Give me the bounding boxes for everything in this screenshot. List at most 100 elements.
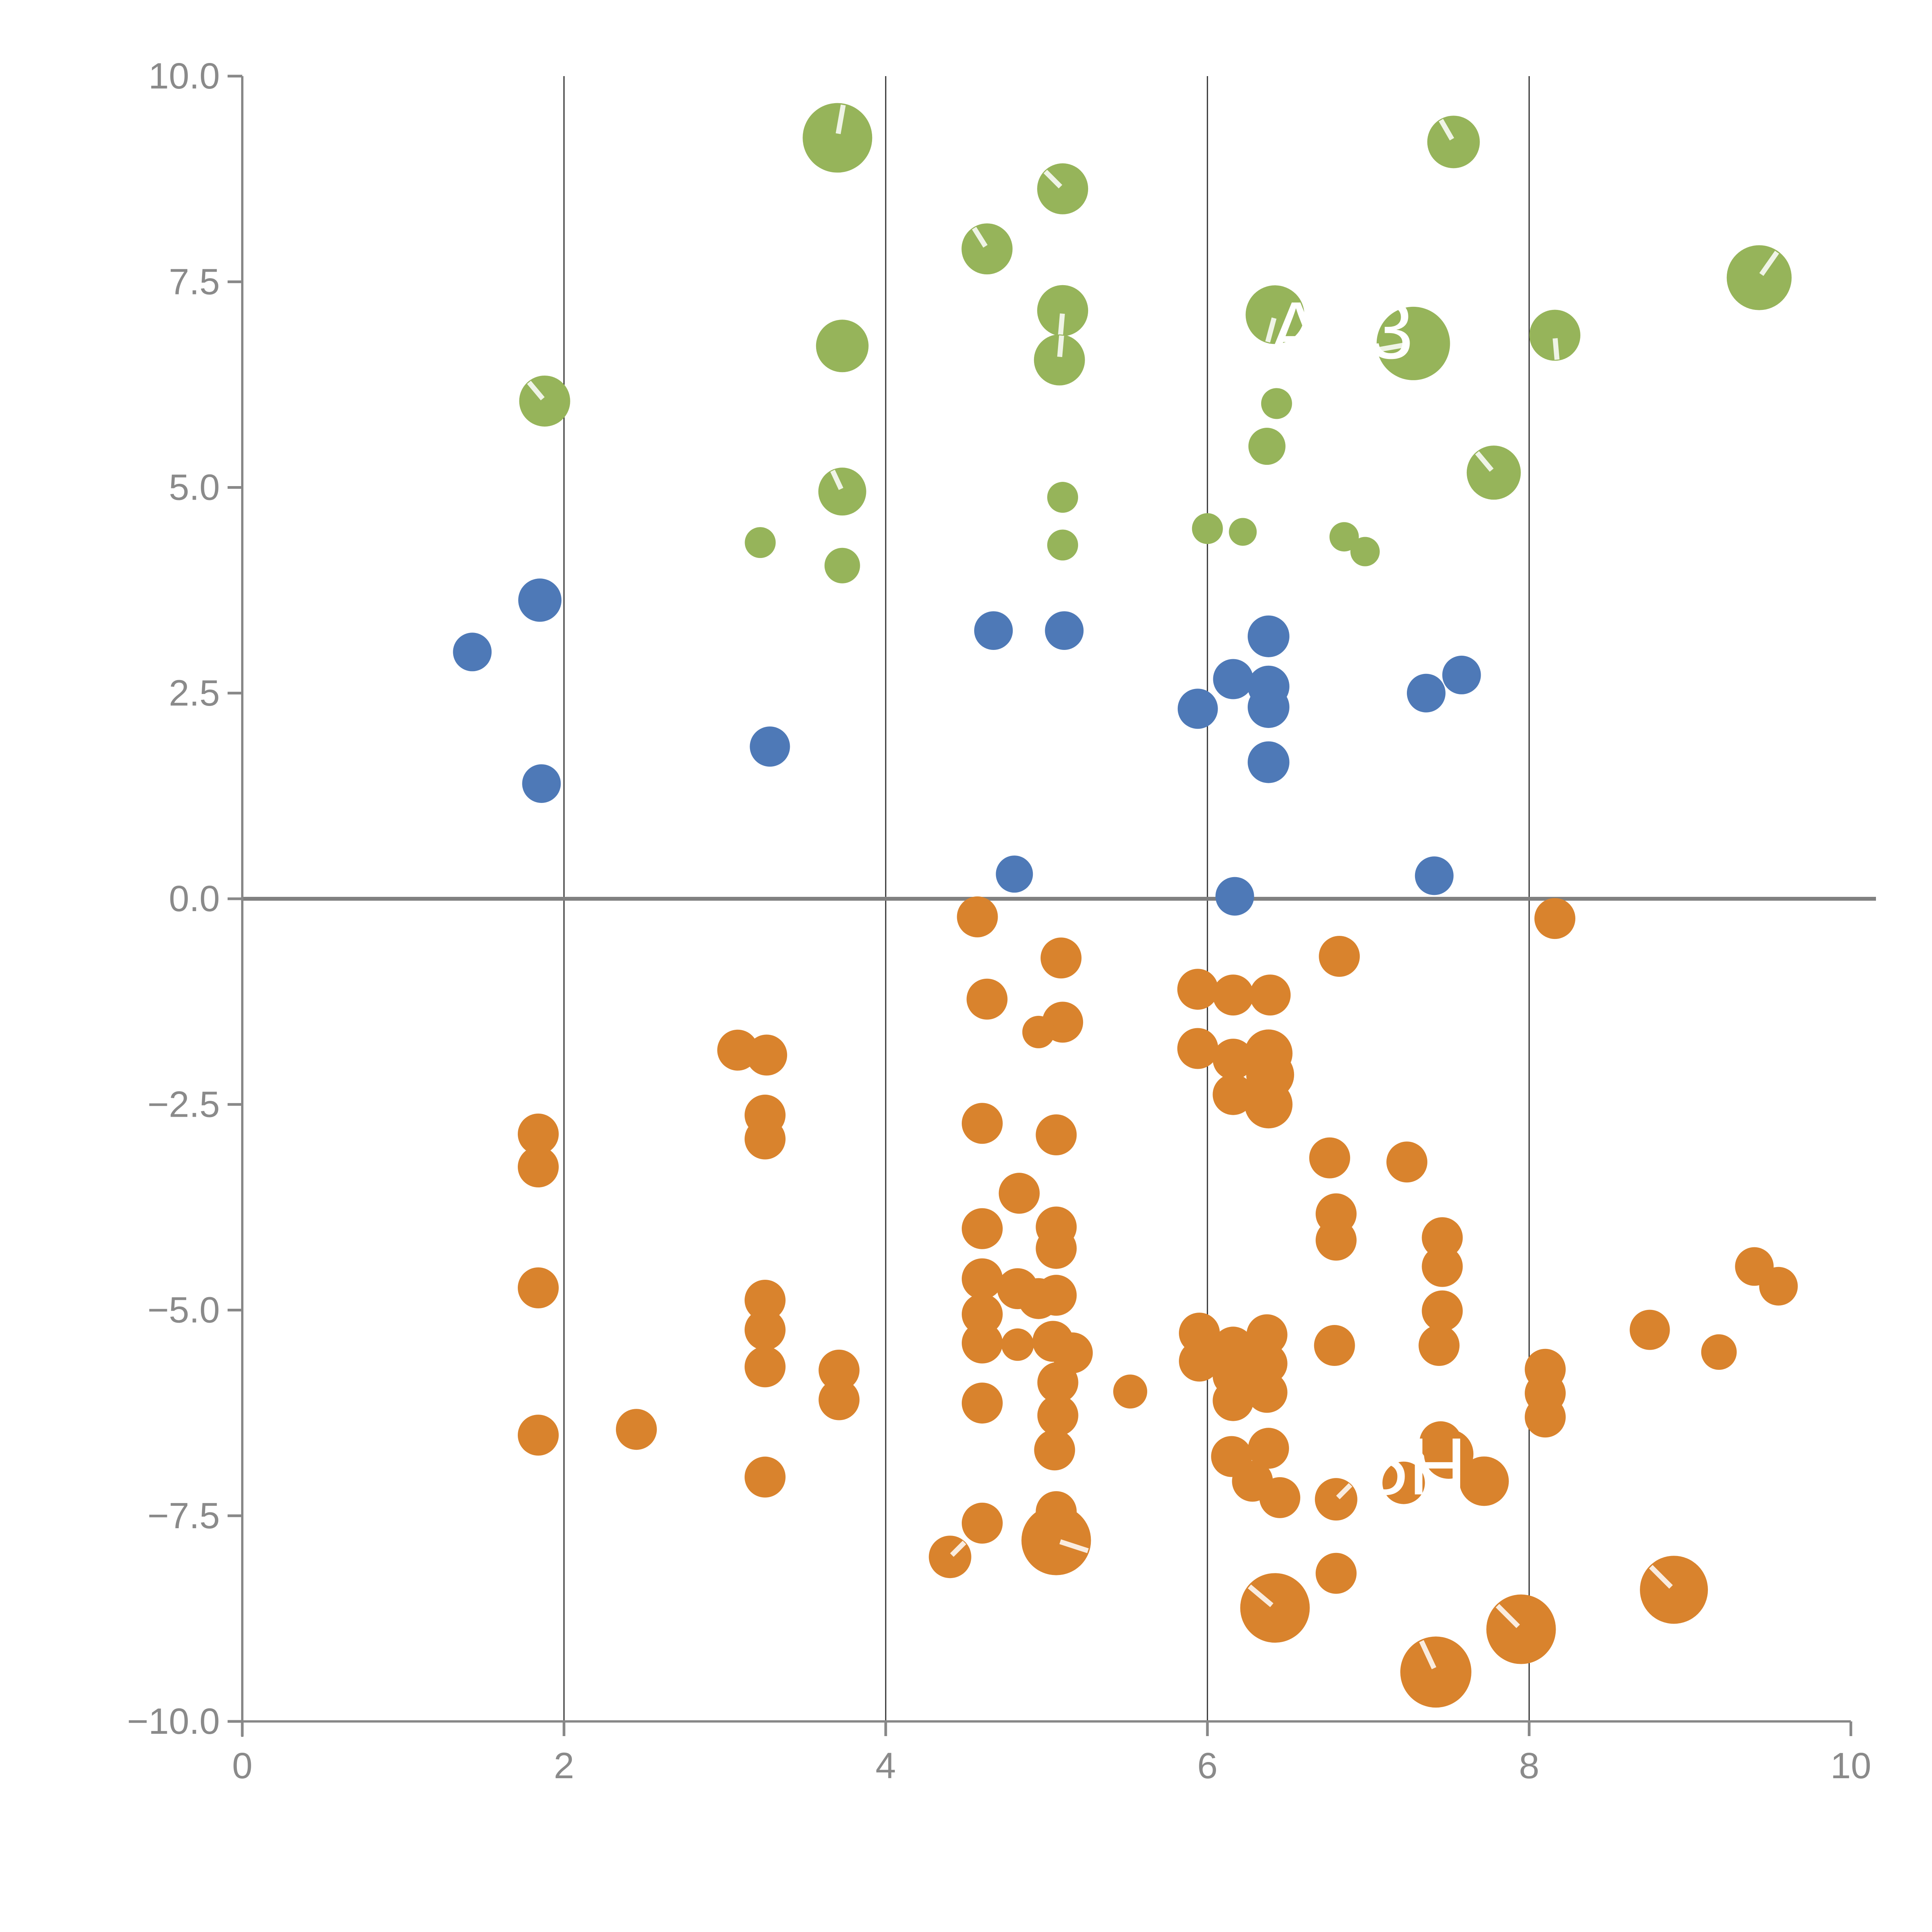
bubble-orange — [1422, 1217, 1463, 1259]
bubble-green — [818, 468, 866, 516]
bubble-orange — [1486, 1594, 1556, 1664]
bubble-green — [1037, 285, 1088, 336]
bubble-orange — [818, 1349, 860, 1391]
bubble-blue — [1215, 877, 1254, 916]
bubble-slash — [1043, 170, 1063, 189]
bubble-blue — [996, 855, 1033, 893]
bubble-orange — [1037, 1362, 1078, 1403]
bubble-orange — [998, 1173, 1040, 1214]
bubble-orange — [1259, 1477, 1301, 1518]
bubble-green — [519, 375, 570, 427]
bubble-blue — [522, 764, 561, 803]
bubble-orange — [1248, 1428, 1289, 1469]
bubble-orange — [1036, 1275, 1077, 1316]
y-tick-label: 5.0 — [169, 467, 220, 508]
bubble-green — [961, 223, 1013, 275]
bubble-orange — [818, 1379, 860, 1420]
bubble-green — [1034, 334, 1085, 386]
bubble-orange — [961, 1502, 1003, 1544]
x-tick-label: 0 — [232, 1745, 253, 1786]
bubble-text-label: A — [1269, 285, 1323, 376]
bubble-green — [1229, 518, 1257, 546]
bubble-orange — [1246, 1314, 1287, 1355]
bubble-slash — [1495, 1604, 1520, 1628]
bubble-blue — [1177, 689, 1218, 729]
bubble-orange — [1213, 1380, 1254, 1421]
bubble-orange — [1246, 1372, 1287, 1413]
bubble-orange — [517, 1267, 559, 1309]
bubble-orange — [1424, 1429, 1474, 1479]
x-tick-label: 10 — [1830, 1745, 1871, 1786]
bubble-orange — [1213, 1074, 1254, 1115]
bubble-green — [745, 527, 776, 558]
bubble-blue — [1247, 615, 1289, 657]
bubble-blue — [1442, 655, 1481, 694]
bubble-orange — [1525, 1396, 1566, 1438]
bubble-green — [1248, 428, 1286, 465]
bubble-green — [1529, 310, 1581, 361]
bubble-orange — [1244, 1080, 1293, 1129]
bubble-slash — [1378, 342, 1410, 352]
bubble-slash — [950, 1541, 966, 1557]
bubble-green — [1466, 446, 1521, 500]
bubble-orange — [929, 1536, 971, 1578]
bubble-orange — [1759, 1267, 1798, 1306]
bubble-orange — [1640, 1556, 1708, 1624]
bubble-green — [803, 103, 872, 173]
bubble-green — [1192, 513, 1223, 544]
bubble-orange — [1250, 975, 1291, 1016]
bubble-orange — [1319, 936, 1360, 977]
bubble-slash — [1057, 335, 1064, 357]
bubble-orange — [517, 1113, 559, 1155]
bubble-text-label: 3 — [1368, 285, 1413, 376]
bubble-orange — [1400, 1636, 1471, 1708]
bubble-text-label: 5H — [1363, 1421, 1467, 1512]
bubble-orange — [744, 1279, 786, 1321]
bubble-orange — [1037, 1395, 1078, 1436]
bubble-blue — [750, 726, 790, 767]
y-tick-label: 7.5 — [169, 261, 220, 302]
bubble-orange — [1040, 937, 1082, 979]
bubble-orange — [1213, 1327, 1254, 1368]
bubble-orange — [1314, 1325, 1355, 1366]
bubble-orange — [744, 1456, 786, 1498]
bubble-green — [1427, 116, 1480, 168]
bubble-orange — [744, 1118, 786, 1160]
bubble-orange — [744, 1346, 786, 1388]
bubble-orange — [961, 1258, 1003, 1299]
bubble-orange — [744, 1309, 786, 1350]
bubble-green — [1329, 522, 1359, 552]
bubble-slash — [1336, 1483, 1352, 1500]
bubble-orange — [1309, 1137, 1350, 1179]
x-tick-label: 4 — [876, 1745, 896, 1786]
bubble-slash — [1265, 317, 1277, 343]
bubble-slash — [830, 469, 844, 490]
y-tick-label: 10.0 — [148, 56, 220, 97]
bubble-green — [1350, 537, 1380, 566]
bubble-blue — [1045, 611, 1084, 650]
bubble-green — [824, 548, 860, 583]
bubble-orange — [746, 1034, 787, 1076]
bubble-orange — [1459, 1456, 1509, 1506]
bubble-orange — [1386, 1141, 1428, 1183]
bubble-green — [1047, 529, 1078, 561]
bubble-orange — [1418, 1325, 1460, 1366]
bubble-slash — [1059, 1539, 1089, 1553]
bubble-blue — [453, 633, 492, 672]
bubble-orange — [961, 1383, 1003, 1424]
bubble-green — [1376, 306, 1450, 380]
bubble-blue — [1247, 686, 1289, 728]
bubble-orange — [1629, 1310, 1670, 1350]
bubble-slash — [527, 381, 545, 401]
bubble-orange — [1021, 1505, 1091, 1575]
bubble-orange — [1177, 969, 1218, 1010]
bubble-slash — [1248, 1584, 1274, 1607]
bubble-slash — [1058, 313, 1065, 335]
y-tick-label: −5.0 — [147, 1290, 220, 1331]
x-tick-label: 6 — [1197, 1745, 1218, 1786]
bubble-green — [1037, 163, 1088, 214]
bubble-blue — [518, 578, 562, 622]
bubble-orange — [1240, 1573, 1310, 1643]
bubble-orange — [1022, 1015, 1055, 1048]
y-tick-label: −2.5 — [147, 1084, 220, 1125]
